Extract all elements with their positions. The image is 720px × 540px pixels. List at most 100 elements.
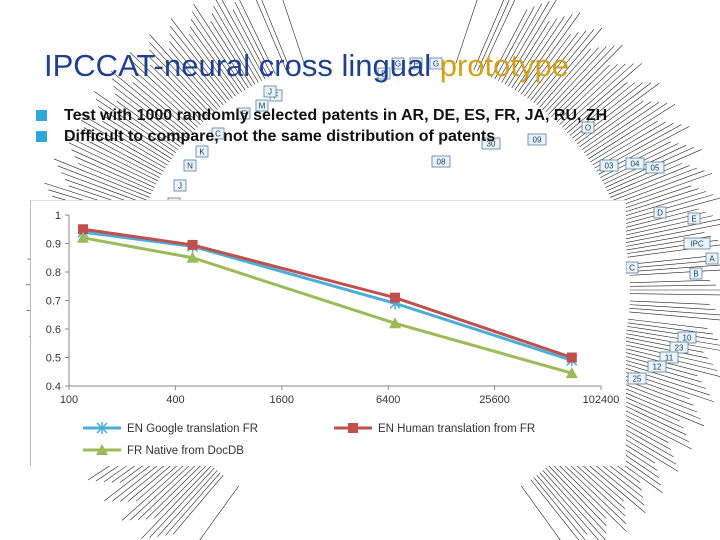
series-2 (76, 231, 578, 379)
tree-node-box (647, 360, 667, 373)
data-point-triangle (565, 367, 578, 379)
tree-branch (603, 144, 687, 185)
tree-branch (569, 82, 636, 136)
tree-branch (581, 101, 652, 151)
tree-branch (533, 477, 586, 540)
tree-node-box (429, 57, 443, 70)
tree-branch (621, 208, 699, 229)
x-tick-label: 102400 (583, 394, 620, 406)
x-tick-label: 400 (166, 394, 184, 406)
tree-node-box (391, 57, 405, 70)
tree-branch (618, 191, 706, 219)
tree-branch (199, 485, 239, 540)
tree-branch (590, 120, 659, 163)
series-line (82, 236, 573, 375)
tree-branch (629, 269, 720, 276)
title-accent: prototype (439, 48, 569, 83)
data-point-triangle (389, 317, 402, 329)
tree-node-box (581, 121, 595, 134)
tree-branch (145, 460, 207, 520)
tree-node-box (625, 157, 645, 170)
x-tick-label: 100 (60, 394, 78, 406)
tree-branch (614, 173, 713, 208)
tree-branch (530, 479, 580, 540)
tree-node-box (263, 85, 277, 98)
y-tick-label: 0.4 (46, 381, 61, 393)
tree-node-box (689, 267, 703, 280)
tree-branch (536, 474, 588, 535)
tree-branch (149, 34, 218, 110)
tree-branch (149, 49, 212, 115)
y-tick-label: 1 (55, 210, 61, 222)
tree-branch (149, 42, 215, 113)
tree-branch (608, 163, 682, 195)
data-point-square (390, 292, 401, 303)
tree-branch (239, 0, 276, 75)
tree-branch (68, 142, 157, 185)
tree-branch (576, 82, 660, 145)
tree-branch (628, 311, 720, 321)
tree-node-box (431, 155, 451, 168)
chart-legend: EN Google translation FR EN Human transla… (83, 422, 535, 457)
title-main: IPCCAT-neural cross lingual (44, 48, 432, 83)
x-tick-label: 1600 (270, 394, 294, 406)
tree-branch (53, 158, 150, 198)
y-tick-label: 0.8 (46, 267, 61, 279)
tree-branch (60, 172, 147, 205)
tree-node-box (683, 237, 711, 250)
tree-branch (192, 11, 246, 91)
tree-branch (618, 361, 706, 389)
tree-branch (261, 0, 290, 69)
tree-branch (234, 1, 273, 76)
tree-node-label: 10 (683, 334, 692, 343)
tree-branch (561, 63, 634, 128)
tree-node-label: 12 (653, 363, 662, 372)
tree-branch (255, 0, 287, 71)
tree-branch (588, 103, 676, 160)
tree-branch (113, 86, 186, 142)
tree-branch (83, 127, 164, 172)
tree-node-label: E (241, 110, 246, 119)
tree-branch (629, 293, 720, 296)
tree-node-box (705, 252, 719, 265)
tree-node-label: E (691, 215, 696, 224)
tree-node-label: C (629, 264, 635, 273)
tree-branch (527, 32, 579, 99)
line-chart: 0.4 0.5 0.6 0.7 0.8 0.9 1 100 400 1600 6400 25600 10… (30, 200, 626, 466)
tree-branch (625, 232, 705, 247)
tree-node-label: 05 (651, 164, 660, 173)
tree-branch (189, 33, 236, 97)
tree-branch (545, 467, 607, 534)
tree-branch (517, 14, 573, 93)
tree-branch (129, 59, 201, 125)
tree-branch (131, 74, 196, 131)
tree-branch (586, 102, 668, 157)
tree-branch (193, 3, 249, 89)
tree-branch (620, 197, 720, 226)
tree-branch (498, 3, 543, 81)
tree-branch (564, 63, 642, 131)
tree-branch (169, 41, 224, 106)
tree-branch (533, 29, 595, 103)
tree-branch (189, 26, 239, 95)
tree-branch (132, 82, 193, 133)
tree-node-box (481, 137, 501, 150)
tree-branch (556, 64, 618, 123)
tree-branch (567, 82, 628, 133)
tree-branch (511, 18, 558, 89)
tree-branch (78, 112, 168, 166)
tree-branch (629, 280, 710, 283)
series-line (82, 230, 573, 362)
x-tick-label: 6400 (376, 394, 400, 406)
data-point-triangle (96, 444, 108, 455)
tree-node-box (409, 57, 423, 70)
tree-branch (627, 322, 713, 335)
tree-branch (614, 372, 690, 400)
tree-node-label: D (381, 70, 387, 79)
tree-node-label: 25 (633, 375, 642, 384)
tree-branch (110, 70, 191, 136)
tree-node-box (255, 99, 269, 112)
tree-branch (521, 12, 581, 95)
tree-branch (613, 375, 694, 406)
tree-branch (455, 0, 478, 64)
